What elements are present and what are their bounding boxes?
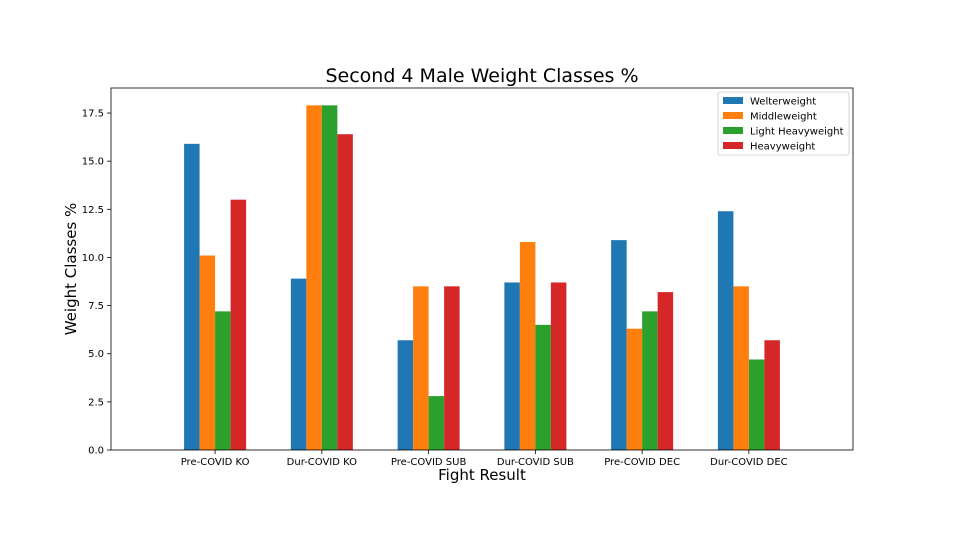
y-tick-label: 12.5 — [82, 205, 104, 216]
y-tick-label: 0.0 — [88, 446, 104, 457]
chart-title: Second 4 Male Weight Classes % — [325, 65, 638, 87]
x-tick-label: Pre-COVID SUB — [391, 457, 467, 468]
plot-frame — [110, 87, 854, 451]
legend-label: Welterweight — [750, 97, 816, 108]
bar-middleweight-pre-covid-dec — [626, 328, 643, 450]
legend-swatch — [723, 142, 743, 149]
legend-box — [717, 91, 850, 156]
bar-heavyweight-pre-covid-sub — [444, 286, 460, 450]
legend-label: Middleweight — [750, 112, 817, 123]
legend: Welterweight Middleweight Light Heavyweigh… — [717, 91, 850, 156]
y-axis-title: Weight Classes % — [62, 203, 80, 336]
bar-heavyweight-pre-covid-dec — [657, 292, 674, 450]
bar-light-heavyweight-pre-covid-ko — [215, 311, 231, 450]
bar-middleweight-dur-covid-dec — [733, 286, 749, 450]
bar-heavyweight-dur-covid-ko — [337, 134, 353, 450]
bar-light-heavyweight-pre-covid-sub — [428, 396, 445, 450]
bar-middleweight-dur-covid-ko — [306, 105, 322, 450]
legend-swatch — [723, 112, 743, 119]
bar-light-heavyweight-pre-covid-dec — [642, 311, 658, 450]
bar-heavyweight-pre-covid-ko — [230, 199, 247, 450]
bar-welterweight-pre-covid-dec — [611, 240, 627, 450]
bar-middleweight-dur-covid-sub — [519, 242, 536, 450]
legend-label: Heavyweight — [750, 142, 815, 153]
y-tick-label: 5.0 — [88, 349, 104, 360]
y-tick-label: 17.5 — [82, 109, 104, 120]
x-tick-label: Pre-COVID KO — [181, 457, 250, 468]
x-axis-title: Fight Result — [438, 466, 526, 484]
legend-label: Light Heavyweight — [750, 127, 844, 138]
y-tick-label: 2.5 — [88, 397, 104, 408]
bar-light-heavyweight-dur-covid-dec — [748, 359, 765, 450]
bar-welterweight-dur-covid-dec — [717, 211, 734, 450]
y-tick-label: 7.5 — [88, 301, 104, 312]
x-tick-label: Pre-COVID DEC — [604, 457, 680, 468]
bar-welterweight-dur-covid-ko — [290, 278, 307, 450]
bar-heavyweight-dur-covid-sub — [550, 282, 567, 450]
legend-swatch — [723, 127, 743, 134]
bar-welterweight-dur-covid-sub — [504, 282, 520, 450]
y-axis: 0.0 2.5 5.0 7.5 10.0 12.5 15.0 17.5 — [82, 109, 111, 457]
bar-middleweight-pre-covid-ko — [199, 255, 216, 450]
x-tick-label: Dur-COVID SUB — [497, 457, 574, 468]
x-tick-label: Dur-COVID KO — [287, 457, 357, 468]
bar-welterweight-pre-covid-ko — [184, 143, 200, 450]
bar-welterweight-pre-covid-sub — [397, 340, 414, 450]
x-tick-label: Dur-COVID DEC — [710, 457, 787, 468]
bar-light-heavyweight-dur-covid-sub — [535, 324, 551, 450]
bar-middleweight-pre-covid-sub — [413, 286, 429, 450]
bar-heavyweight-dur-covid-dec — [764, 340, 780, 450]
bar-light-heavyweight-dur-covid-ko — [321, 105, 338, 450]
bars-layer — [184, 105, 780, 450]
legend-swatch — [723, 97, 743, 104]
y-tick-label: 15.0 — [82, 157, 104, 168]
y-tick-label: 10.0 — [82, 253, 104, 264]
x-axis: Pre-COVID KO Dur-COVID KO Pre-COVID SUB Dur… — [181, 450, 788, 468]
